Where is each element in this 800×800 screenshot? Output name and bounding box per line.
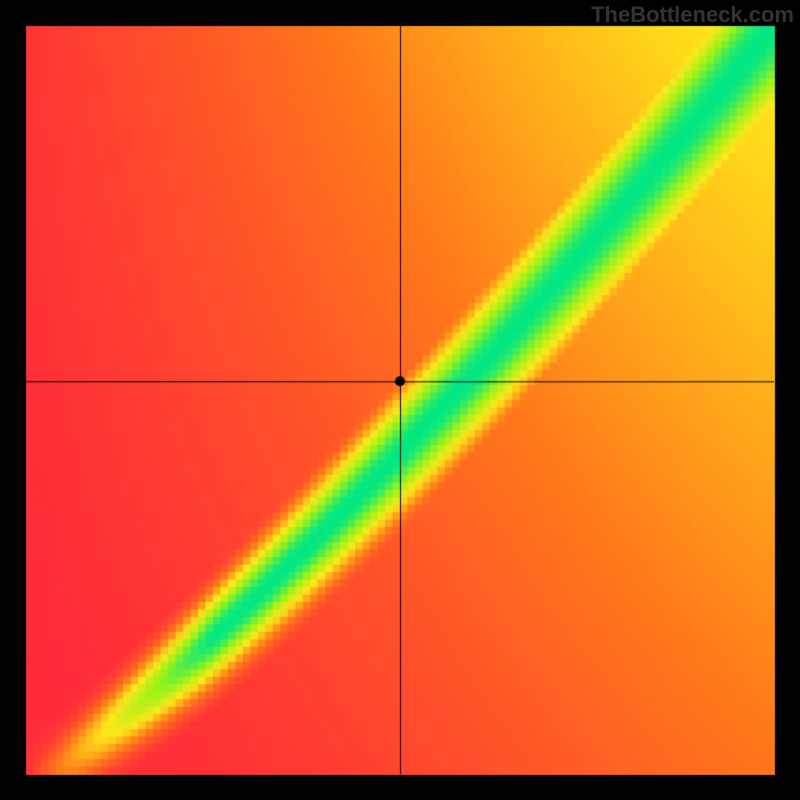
bottleneck-heatmap bbox=[0, 0, 800, 800]
